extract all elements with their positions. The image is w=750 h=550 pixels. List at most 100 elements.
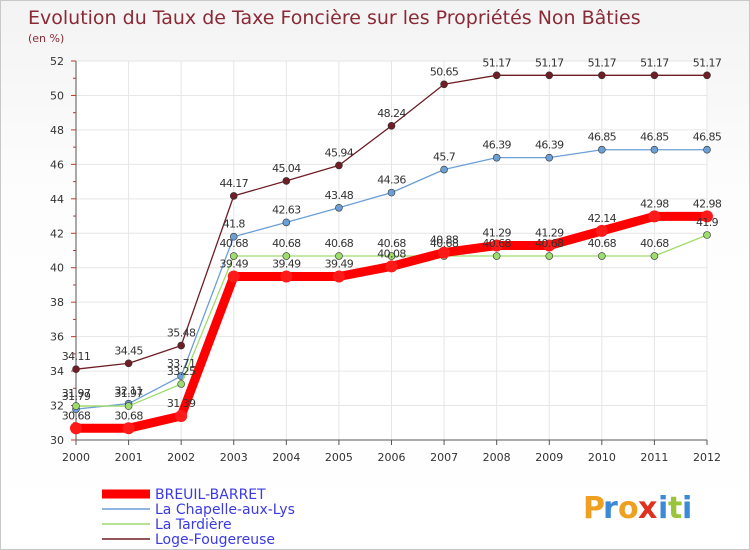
- x-tick-label: 2005: [325, 451, 353, 464]
- data-label: 46.85: [640, 131, 669, 144]
- legend-label: BREUIL-BARRET: [155, 487, 266, 503]
- data-point: [545, 153, 554, 162]
- y-tick-label: 32: [50, 400, 64, 413]
- data-point: [648, 210, 661, 223]
- chart-subtitle: (en %): [28, 32, 64, 45]
- data-point: [177, 380, 185, 388]
- x-tick-label: 2009: [535, 451, 563, 464]
- data-label: 44.36: [377, 174, 406, 187]
- data-point: [701, 210, 713, 223]
- data-label: 31.97: [62, 387, 91, 400]
- data-point: [335, 161, 343, 170]
- data-label: 31.39: [167, 397, 196, 410]
- data-point: [387, 252, 396, 260]
- data-label: 34.11: [62, 350, 91, 363]
- x-tick-label: 2008: [483, 451, 511, 464]
- logo-letter: o: [618, 491, 639, 526]
- y-tick-label: 48: [50, 124, 64, 137]
- data-label: 40.68: [272, 237, 301, 250]
- data-label: 39.49: [325, 258, 354, 271]
- data-point: [595, 224, 608, 237]
- data-label: 30.68: [114, 409, 143, 422]
- x-tick-label: 2012: [693, 451, 721, 464]
- data-point: [490, 239, 503, 252]
- data-label: 42.98: [693, 197, 722, 210]
- y-tick-label: 50: [50, 89, 64, 102]
- data-point: [703, 145, 711, 154]
- data-point: [385, 260, 398, 273]
- x-tick-label: 2002: [167, 451, 195, 464]
- y-tick-label: 44: [50, 193, 64, 206]
- data-point: [229, 192, 238, 200]
- y-tick-label: 52: [50, 55, 64, 68]
- data-point: [332, 270, 345, 283]
- legend-label: La Tardière: [155, 517, 232, 533]
- data-label: 40.68: [588, 237, 617, 250]
- data-label: 40.68: [377, 237, 406, 250]
- data-label: 45.7: [433, 151, 456, 164]
- data-point: [72, 365, 80, 373]
- data-point: [650, 252, 659, 260]
- data-label: 33.71: [167, 357, 196, 370]
- data-labels: 34.11 34.45 35.48 44.17 45.04 45.94 48.24 50.65…: [62, 56, 723, 422]
- data-label: 42.63: [272, 203, 301, 216]
- data-point: [650, 145, 659, 154]
- data-label: 50.65: [430, 65, 459, 78]
- data-label: 46.39: [482, 139, 511, 152]
- data-label: 51.17: [588, 56, 617, 69]
- data-label: 40.68: [430, 237, 459, 250]
- logo-letter: P: [583, 491, 605, 526]
- data-point: [335, 252, 343, 260]
- data-point: [440, 165, 448, 174]
- data-label: 40.68: [325, 237, 354, 250]
- data-label: 40.68: [535, 237, 564, 250]
- data-label: 39.49: [272, 258, 301, 271]
- data-point: [492, 153, 501, 162]
- data-label: 46.85: [693, 131, 722, 144]
- y-tick-label: 42: [50, 227, 64, 240]
- data-label: 40.68: [640, 237, 669, 250]
- logo-letter: t: [668, 491, 682, 526]
- data-point: [703, 71, 711, 80]
- data-label: 43.48: [325, 189, 354, 202]
- series-layer: [70, 71, 713, 435]
- data-label: 42.14: [588, 212, 617, 225]
- data-label: 40.68: [482, 237, 511, 250]
- x-tick-label: 2011: [640, 451, 668, 464]
- data-label: 51.17: [482, 56, 511, 69]
- data-point: [282, 218, 291, 227]
- data-point: [438, 246, 451, 259]
- data-point: [282, 177, 291, 185]
- data-label: 41.9: [696, 216, 719, 229]
- data-point: [177, 341, 185, 350]
- data-label: 33.25: [167, 365, 196, 378]
- data-label: 41.29: [535, 227, 564, 240]
- data-point: [122, 422, 135, 435]
- data-point: [492, 252, 501, 260]
- x-tick-label: 2010: [588, 451, 616, 464]
- data-label: 46.85: [588, 131, 617, 144]
- data-label: 40.08: [377, 247, 406, 260]
- data-point: [124, 359, 133, 368]
- logo-letter: r: [603, 491, 618, 526]
- data-point: [229, 232, 238, 241]
- data-point: [280, 270, 293, 283]
- data-point: [124, 402, 133, 410]
- y-tick-label: 46: [50, 158, 64, 171]
- data-label: 51.17: [640, 56, 669, 69]
- x-tick-label: 2001: [115, 451, 143, 464]
- data-label: 35.48: [167, 327, 196, 340]
- data-point: [703, 231, 711, 239]
- data-label: 48.24: [377, 107, 406, 120]
- x-tick-label: 2000: [62, 451, 90, 464]
- logo-letter: i: [658, 491, 668, 526]
- data-point: [227, 270, 240, 283]
- data-point: [650, 71, 659, 80]
- data-label: 41.29: [482, 227, 511, 240]
- x-tick-label: 2007: [430, 451, 458, 464]
- data-label: 40.88: [430, 234, 459, 247]
- data-point: [335, 203, 343, 212]
